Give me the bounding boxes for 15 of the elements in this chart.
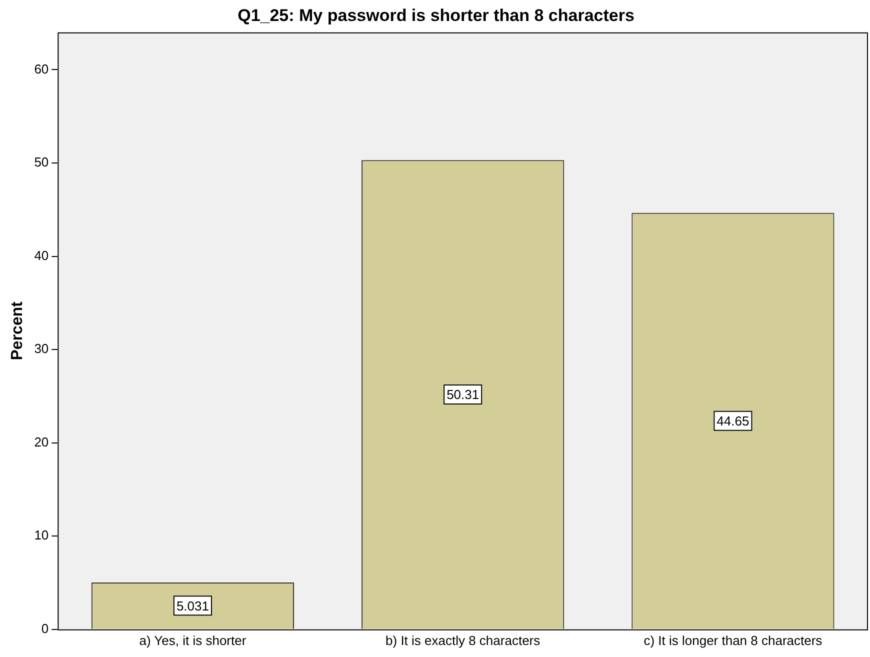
data-label: 5.031 <box>176 598 209 614</box>
chart-title: Q1_25: My password is shorter than 8 characters <box>238 6 634 25</box>
x-tick-label: c) It is longer than 8 characters <box>644 632 823 648</box>
y-tick-label: 40 <box>34 248 49 263</box>
y-tick-label: 10 <box>34 528 49 543</box>
x-tick-label: b) It is exactly 8 characters <box>386 632 541 648</box>
y-tick-label: 20 <box>34 434 49 450</box>
y-tick-label: 50 <box>34 154 49 170</box>
data-label: 44.65 <box>716 413 750 428</box>
y-tick-label: 30 <box>34 341 49 356</box>
y-tick-label: 60 <box>34 61 49 76</box>
y-axis-title: Percent <box>9 300 26 360</box>
data-label: 50.31 <box>446 387 480 402</box>
x-tick-label: a) Yes, it is shorter <box>139 632 247 648</box>
y-tick-label: 0 <box>41 620 49 636</box>
